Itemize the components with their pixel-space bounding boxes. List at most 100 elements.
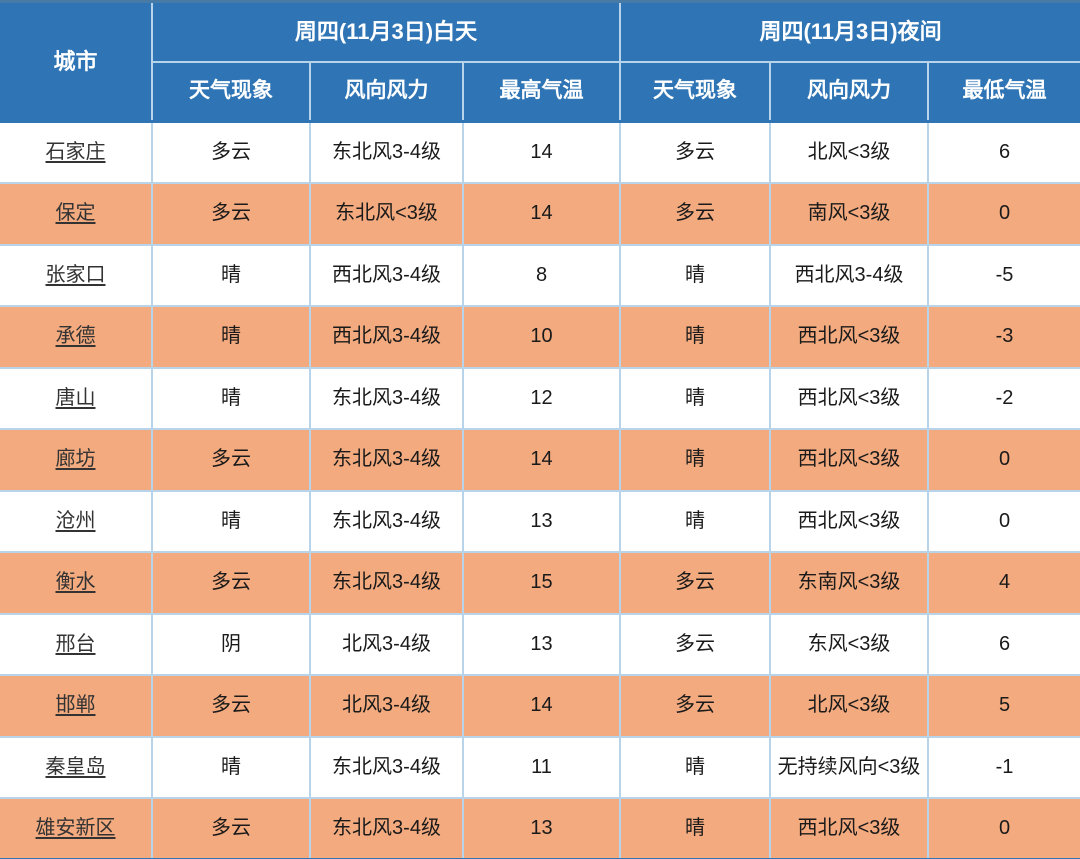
table-row: 廊坊 多云 东北风3-4级 14 晴 西北风<3级 0 [0,428,1080,492]
night-weather-cell: 晴 [619,428,772,492]
header-city: 城市 [0,1,153,123]
city-cell: 张家口 [0,243,153,307]
day-high-temp-cell: 13 [461,612,622,676]
night-wind-cell: 北风<3级 [769,674,930,738]
day-wind-cell: 西北风3-4级 [309,305,464,369]
city-cell: 邢台 [0,612,153,676]
day-wind-cell: 东北风3-4级 [309,428,464,492]
city-cell: 唐山 [0,366,153,430]
night-weather-cell: 多云 [619,120,772,184]
city-link[interactable]: 唐山 [55,386,96,409]
night-wind-cell: 西北风<3级 [769,428,930,492]
table-row: 邯郸 多云 北风3-4级 14 多云 北风<3级 5 [0,674,1080,738]
night-wind-cell: 无持续风向<3级 [769,735,930,799]
city-link[interactable]: 沧州 [55,509,96,532]
night-weather-cell: 多云 [619,551,772,615]
night-weather-cell: 晴 [619,797,772,859]
night-low-temp-cell: -1 [927,735,1080,799]
night-low-temp-cell: -3 [927,305,1080,369]
night-wind-cell: 西北风<3级 [769,305,930,369]
city-cell: 保定 [0,182,153,246]
city-link[interactable]: 石家庄 [45,141,106,163]
header-sub-row: 天气现象 风向风力 最高气温 天气现象 风向风力 最低气温 [0,60,1080,123]
day-weather-cell: 多云 [151,428,311,492]
city-link[interactable]: 保定 [55,202,96,225]
night-low-temp-cell: 0 [927,182,1080,246]
header-night-low-temp: 最低气温 [927,60,1080,123]
table-row: 秦皇岛 晴 东北风3-4级 11 晴 无持续风向<3级 -1 [0,735,1080,799]
night-low-temp-cell: 0 [927,797,1080,859]
table-row: 邢台 阴 北风3-4级 13 多云 东风<3级 6 [0,612,1080,676]
day-high-temp-cell: 13 [461,489,622,553]
header-day-high-temp: 最高气温 [461,60,622,123]
day-high-temp-cell: 11 [461,735,622,799]
night-weather-cell: 多云 [619,182,772,246]
table-row: 石家庄 多云 东北风3-4级 14 多云 北风<3级 6 [0,120,1080,184]
day-weather-cell: 晴 [151,489,311,553]
night-wind-cell: 东南风<3级 [769,551,930,615]
night-weather-cell: 多云 [619,612,772,676]
night-weather-cell: 多云 [619,674,772,738]
night-low-temp-cell: -5 [927,243,1080,307]
night-low-temp-cell: 6 [927,120,1080,184]
night-wind-cell: 西北风<3级 [769,366,930,430]
day-high-temp-cell: 14 [461,120,622,184]
table-row: 雄安新区 多云 东北风3-4级 13 晴 西北风<3级 0 [0,797,1080,859]
night-wind-cell: 东风<3级 [769,612,930,676]
day-weather-cell: 多云 [151,674,311,738]
day-weather-cell: 晴 [151,305,311,369]
city-link[interactable]: 承德 [55,325,96,348]
night-weather-cell: 晴 [619,243,772,307]
night-weather-cell: 晴 [619,366,772,430]
city-link[interactable]: 邢台 [55,632,96,655]
day-wind-cell: 东北风3-4级 [309,120,464,184]
table-row: 保定 多云 东北风<3级 14 多云 南风<3级 0 [0,182,1080,246]
city-cell: 沧州 [0,489,153,553]
table-row: 承德 晴 西北风3-4级 10 晴 西北风<3级 -3 [0,305,1080,369]
header-day-weather: 天气现象 [152,60,311,123]
day-wind-cell: 东北风3-4级 [309,489,464,553]
table-row: 张家口 晴 西北风3-4级 8 晴 西北风3-4级 -5 [0,243,1080,307]
day-high-temp-cell: 10 [461,305,622,369]
day-weather-cell: 多云 [151,182,311,246]
day-weather-cell: 晴 [151,243,311,307]
night-low-temp-cell: 4 [927,551,1080,615]
header-night-wind: 风向风力 [769,60,930,123]
night-low-temp-cell: 6 [927,612,1080,676]
day-wind-cell: 东北风3-4级 [309,797,464,859]
city-link[interactable]: 廊坊 [55,448,96,471]
day-wind-cell: 北风3-4级 [309,612,464,676]
day-high-temp-cell: 14 [461,674,622,738]
night-weather-cell: 晴 [619,489,772,553]
city-link[interactable]: 衡水 [55,571,96,594]
day-weather-cell: 晴 [151,735,311,799]
city-cell: 邯郸 [0,674,153,738]
night-low-temp-cell: -2 [927,366,1080,430]
city-link[interactable]: 张家口 [45,263,106,286]
night-low-temp-cell: 5 [927,674,1080,738]
city-cell: 承德 [0,305,153,369]
day-weather-cell: 多云 [151,120,311,184]
day-high-temp-cell: 12 [461,366,622,430]
city-cell: 衡水 [0,551,153,615]
table-row: 沧州 晴 东北风3-4级 13 晴 西北风<3级 0 [0,489,1080,553]
city-cell: 雄安新区 [0,797,153,859]
table-header: 城市 周四(11月3日)白天 周四(11月3日)夜间 天气现象 风向风力 最高气… [0,1,1080,123]
day-high-temp-cell: 13 [461,797,622,859]
day-high-temp-cell: 8 [461,243,622,307]
city-cell: 廊坊 [0,428,153,492]
weather-rows: 石家庄 多云 东北风3-4级 14 多云 北风<3级 6 保定 多云 东北风<3… [0,120,1080,859]
day-wind-cell: 北风3-4级 [309,674,464,738]
night-wind-cell: 西北风3-4级 [769,243,930,307]
city-link[interactable]: 秦皇岛 [45,755,106,778]
night-weather-cell: 晴 [619,735,772,799]
night-low-temp-cell: 0 [927,489,1080,553]
city-cell: 秦皇岛 [0,735,153,799]
night-low-temp-cell: 0 [927,428,1080,492]
day-high-temp-cell: 15 [461,551,622,615]
table-row: 衡水 多云 东北风3-4级 15 多云 东南风<3级 4 [0,551,1080,615]
day-weather-cell: 阴 [151,612,311,676]
city-link[interactable]: 雄安新区 [35,817,116,839]
city-link[interactable]: 邯郸 [55,694,96,717]
